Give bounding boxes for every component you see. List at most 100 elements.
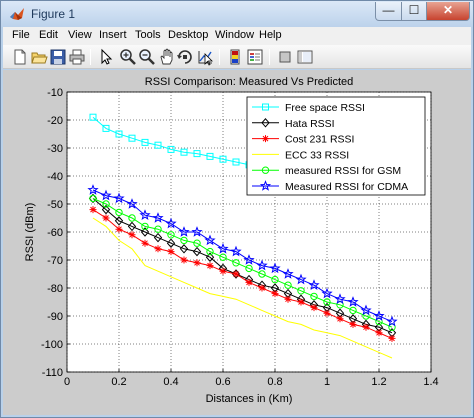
data-point: [231, 269, 241, 279]
legend[interactable]: Free space RSSI Hata RSSI Cost 231 RSSI ECC…: [246, 96, 426, 196]
data-point: [271, 290, 279, 298]
data-point: [179, 244, 189, 254]
save-icon[interactable]: [49, 48, 67, 66]
data-point: [206, 152, 214, 160]
data-point: [284, 281, 292, 289]
y-tick-label: -70: [47, 255, 63, 267]
legend-marker: [261, 166, 270, 174]
data-point: [232, 158, 240, 166]
legend-marker: [261, 118, 270, 128]
toolbar: [3, 45, 471, 69]
data-point: [167, 231, 175, 239]
data-point: [205, 252, 215, 262]
data-point: [128, 214, 136, 222]
data-point: [245, 264, 253, 273]
series-lines: [87, 113, 398, 359]
data-point: [219, 155, 227, 163]
y-tick-label: -40: [47, 171, 63, 183]
data-point: [180, 148, 188, 156]
figure-canvas: RSSI Comparison: Measured Vs Predicted D…: [3, 70, 471, 415]
data-point: [310, 304, 318, 312]
data-point: [386, 315, 398, 327]
toolbar-separator: [90, 49, 91, 65]
x-tick-label: 0.2: [111, 376, 126, 388]
colorbar-icon[interactable]: [226, 48, 244, 66]
data-point: [269, 262, 281, 274]
data-point: [115, 225, 123, 233]
close-button[interactable]: ✕: [426, 2, 470, 21]
data-point: [102, 124, 110, 132]
legend-label: Free space RSSI: [285, 102, 365, 114]
data-point: [258, 284, 266, 292]
data-point: [243, 254, 255, 265]
data-point: [102, 214, 110, 222]
series-line: [92, 197, 393, 328]
menu-view[interactable]: View: [68, 29, 92, 41]
data-point: [88, 193, 98, 204]
rssi-chart[interactable]: RSSI Comparison: Measured Vs Predicted D…: [3, 70, 471, 415]
show-plot-tools-icon[interactable]: [296, 48, 314, 66]
data-point: [373, 310, 385, 321]
data-point: [180, 256, 188, 264]
new-figure-icon[interactable]: [11, 48, 29, 66]
data-point: [113, 192, 125, 204]
legend-marker: [262, 103, 269, 111]
x-tick-label: 0.8: [267, 376, 282, 388]
data-point: [128, 134, 136, 142]
data-point: [360, 304, 372, 316]
rotate-3d-icon[interactable]: [176, 48, 194, 66]
data-point: [101, 204, 111, 215]
data-point: [192, 246, 202, 257]
data-point: [206, 247, 214, 256]
data-point: [191, 226, 203, 237]
menu-tools[interactable]: Tools: [135, 29, 161, 41]
menu-file[interactable]: File: [12, 29, 30, 41]
legend-icon[interactable]: [246, 48, 264, 66]
x-tick-label: 0.4: [163, 376, 178, 388]
data-point: [166, 238, 176, 248]
data-point: [321, 287, 333, 299]
data-point: [114, 216, 124, 226]
data-cursor-icon[interactable]: [196, 48, 214, 66]
menu-window[interactable]: Window: [215, 29, 255, 41]
maximize-button[interactable]: ☐: [401, 2, 427, 21]
data-point: [115, 208, 123, 217]
toolbar-separator: [219, 49, 220, 65]
data-point: [206, 262, 214, 270]
data-point: [232, 259, 240, 267]
chart-title: RSSI Comparison: Measured Vs Predicted: [145, 76, 353, 88]
menu-help[interactable]: Help: [259, 29, 282, 41]
print-icon[interactable]: [68, 48, 86, 66]
legend-box: [246, 96, 426, 196]
zoom-out-icon[interactable]: [138, 48, 156, 66]
menu-insert[interactable]: Insert: [99, 29, 127, 41]
data-point: [193, 259, 201, 267]
legend-label: Hata RSSI: [285, 118, 335, 130]
x-tick-label: 1.4: [423, 376, 438, 388]
data-point: [297, 287, 305, 295]
pan-icon[interactable]: [157, 48, 175, 66]
data-point: [349, 320, 357, 328]
x-axis-label: Distances in (Km): [206, 393, 293, 405]
edit-plot-icon[interactable]: [97, 48, 115, 66]
legend-marker: [259, 180, 272, 191]
data-point: [271, 275, 279, 284]
minimize-button[interactable]: —: [375, 2, 402, 21]
data-point: [89, 113, 97, 121]
menu-edit[interactable]: Edit: [39, 29, 58, 41]
zoom-in-icon[interactable]: [119, 48, 137, 66]
menu-desktop[interactable]: Desktop: [168, 29, 209, 41]
title-bar[interactable]: Figure 1 — ☐ ✕: [1, 1, 473, 27]
open-file-icon[interactable]: [30, 48, 48, 66]
series-5: [87, 184, 398, 327]
data-point: [347, 296, 359, 307]
data-point: [232, 270, 240, 278]
data-point: [100, 189, 112, 201]
hide-plot-tools-icon[interactable]: [276, 48, 294, 66]
data-point: [128, 231, 136, 239]
data-point: [141, 222, 149, 231]
data-point: [323, 309, 331, 317]
data-point: [127, 221, 137, 232]
data-point: [323, 298, 331, 306]
series-4: [89, 194, 396, 331]
